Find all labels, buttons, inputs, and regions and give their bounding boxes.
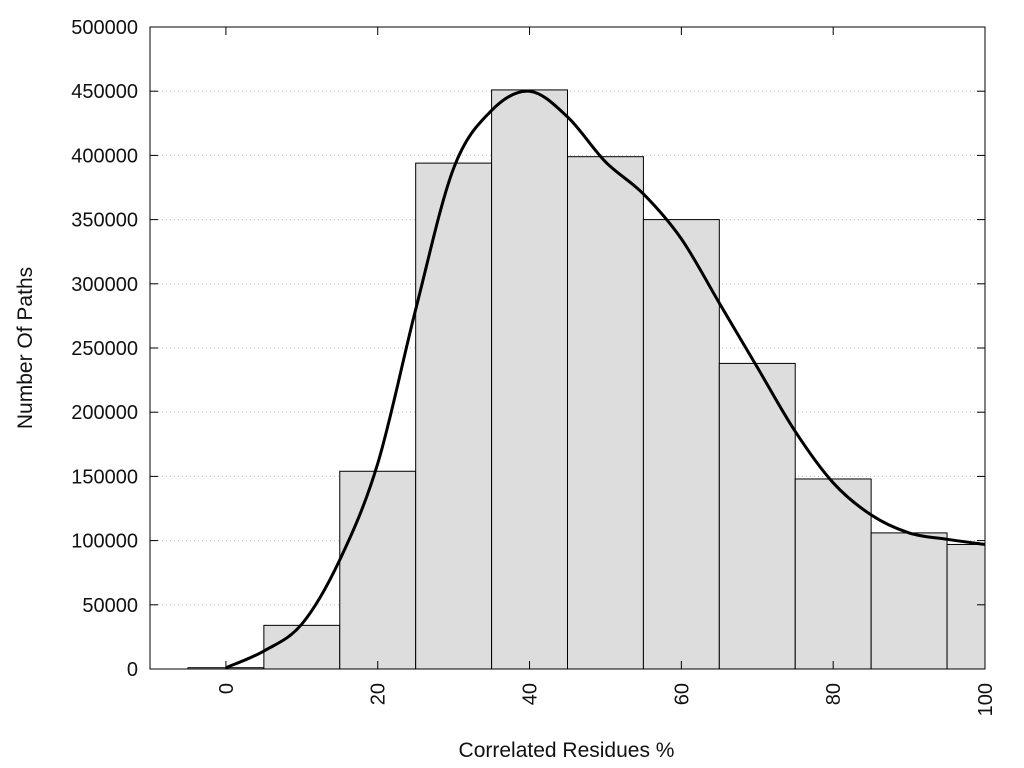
y-tick-label: 350000 [71,210,138,232]
y-tick-label: 50000 [82,595,138,617]
x-axis-title: Correlated Residues % [459,739,675,762]
x-tick-label: 80 [823,683,845,705]
y-axis-title: Number Of Paths [14,267,37,429]
histogram-bars [187,89,986,670]
y-tick-label: 100000 [71,531,138,553]
y-tick-label: 0 [127,659,138,681]
x-tick-label: 100 [975,683,997,716]
density-curve [225,89,986,670]
x-tick-label: 40 [520,683,542,705]
histogram-bar [870,532,948,670]
histogram-bar [946,543,986,670]
y-tick-label: 200000 [71,402,138,424]
y-tick-label: 400000 [71,145,138,167]
y-tick-label: 500000 [71,17,138,39]
histogram-bar [415,162,493,670]
y-tick-label: 250000 [71,338,138,360]
y-tick-label: 300000 [71,274,138,296]
y-tick-label: 150000 [71,466,138,488]
x-tick-label: 60 [671,683,693,705]
histogram-bar [642,219,720,670]
histogram-bar [718,362,796,670]
y-axis-ticks: 0 50000 100000 150000 200000 250000 300000 3500… [71,17,985,681]
x-axis-ticks: 0 20 40 60 80 100 [216,27,997,716]
x-tick-label: 20 [368,683,390,705]
histogram-bar [263,624,341,670]
density-curve-layer [225,89,986,670]
x-tick-label: 0 [216,683,238,694]
histogram-bar [491,89,568,670]
y-tick-label: 450000 [71,81,138,103]
histogram-bar [339,470,417,670]
histogram-bar [567,156,644,670]
